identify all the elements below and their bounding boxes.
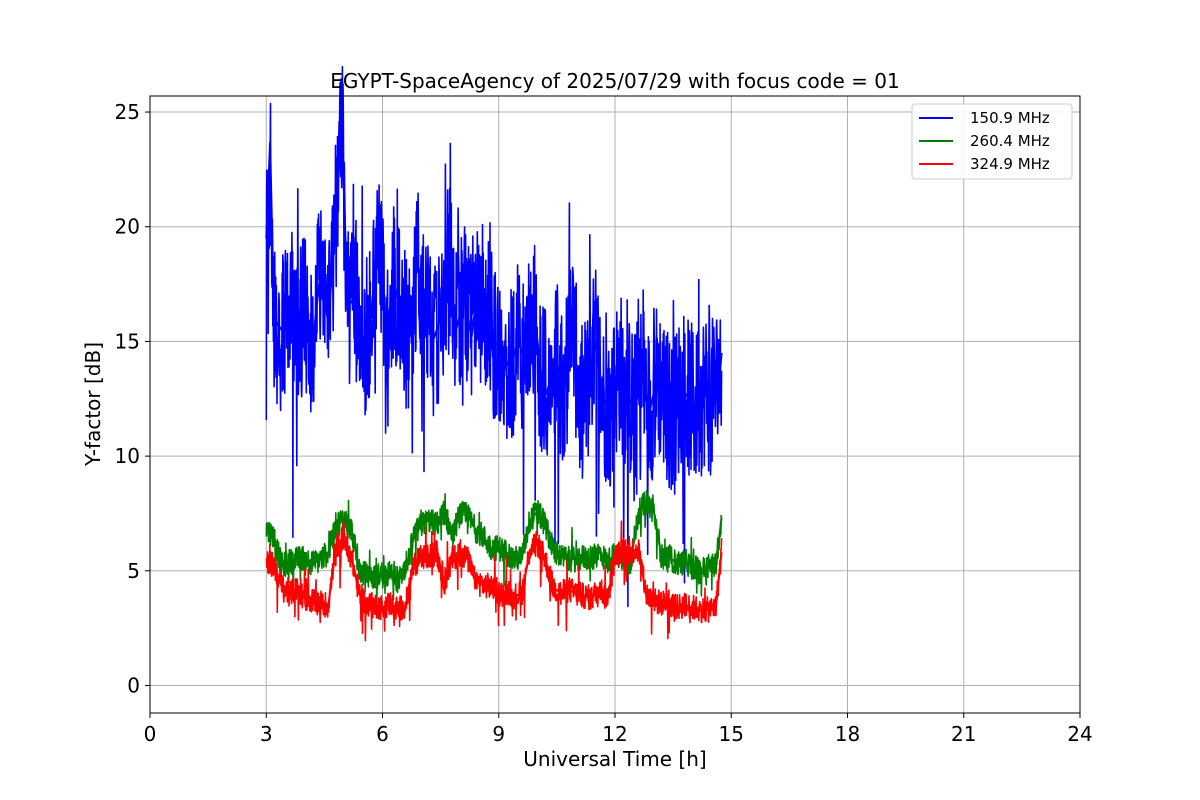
- y-tick-label: 0: [127, 673, 140, 697]
- axis-ticks: 0 3 6 9 12 15 18 21 24 0 5 10 15 20 25: [115, 100, 1093, 746]
- legend-label-series-3: 324.9 MHz: [970, 155, 1050, 173]
- y-tick-label: 10: [115, 444, 140, 468]
- x-axis-label: Universal Time [h]: [523, 747, 706, 771]
- x-tick-label: 0: [144, 722, 157, 746]
- x-tick-label: 18: [835, 722, 860, 746]
- series-noise-260-4-mhz: [265, 490, 723, 607]
- y-tick-label: 25: [115, 100, 140, 124]
- series-line-260-4-mhz: [265, 500, 723, 582]
- x-tick-label: 3: [260, 722, 273, 746]
- x-tick-label: 15: [719, 722, 744, 746]
- legend-label-series-1: 150.9 MHz: [970, 109, 1050, 127]
- x-tick-label: 12: [602, 722, 627, 746]
- legend-frame: [911, 103, 1073, 180]
- series-line-324-9-mhz: [265, 534, 723, 612]
- y-tick-label: 15: [115, 329, 140, 353]
- y-axis-label: Y-factor [dB]: [81, 342, 105, 467]
- y-tick-label: 20: [115, 215, 140, 239]
- x-tick-label: 6: [376, 722, 389, 746]
- series-layer: [265, 65, 723, 642]
- x-tick-label: 21: [951, 722, 976, 746]
- x-tick-label: 24: [1067, 722, 1092, 746]
- legend: 150.9 MHz 260.4 MHz 324.9 MHz: [911, 103, 1073, 180]
- y-tick-label: 5: [127, 559, 140, 583]
- legend-label-series-2: 260.4 MHz: [970, 132, 1050, 150]
- series-line-150-9-mhz: [265, 123, 723, 426]
- chart-title: EGYPT-SpaceAgency of 2025/07/29 with foc…: [330, 69, 899, 93]
- x-tick-label: 9: [492, 722, 505, 746]
